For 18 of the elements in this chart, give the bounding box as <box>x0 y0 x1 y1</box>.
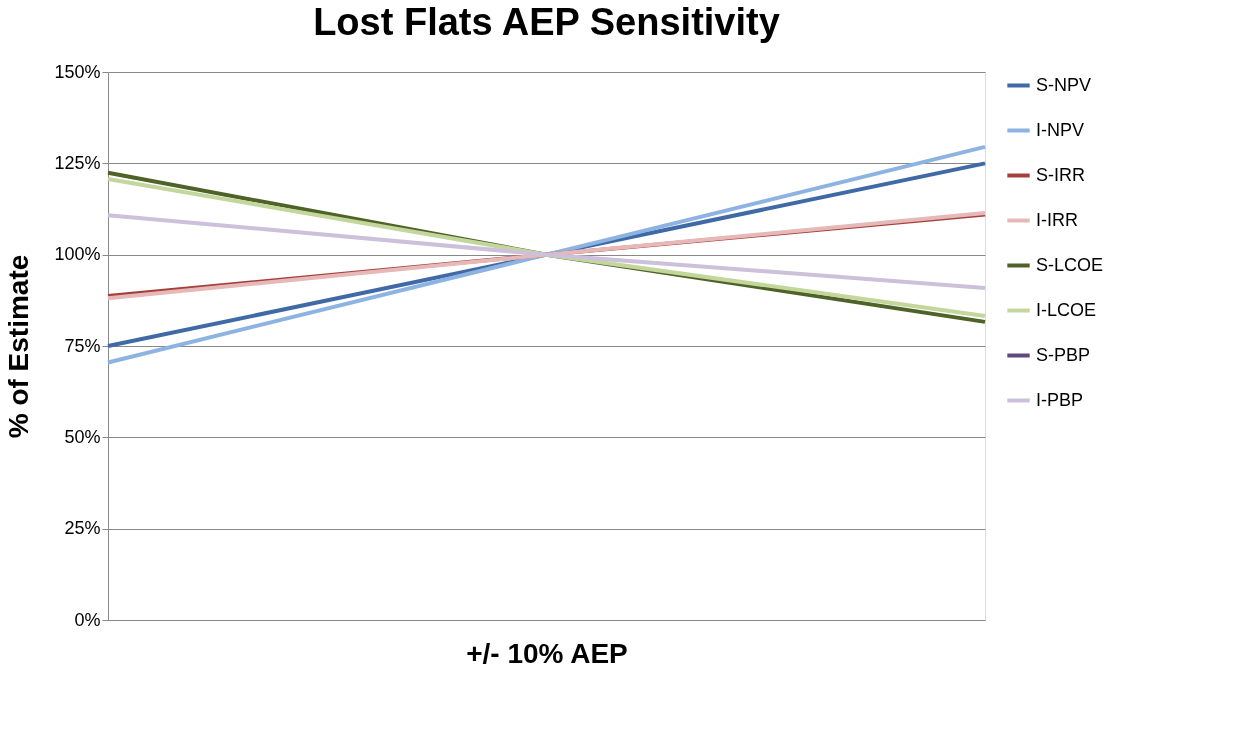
legend-label: S-IRR <box>1036 164 1085 185</box>
legend-label: I-PBP <box>1036 389 1084 410</box>
legend-label: S-NPV <box>1036 74 1092 95</box>
chart-title: Lost Flats AEP Sensitivity <box>313 1 780 43</box>
legend-label: S-PBP <box>1036 344 1091 365</box>
y-tick-label: 25% <box>64 518 101 539</box>
y-tick-label: 150% <box>54 61 101 82</box>
y-tick-label: 50% <box>64 426 101 447</box>
y-axis-title: % of Estimate <box>3 254 35 439</box>
legend-label: S-LCOE <box>1036 254 1104 275</box>
y-tick-label: 125% <box>54 152 101 173</box>
x-axis-title: +/- 10% AEP <box>466 637 628 669</box>
y-tick-label: 0% <box>74 609 101 630</box>
y-tick-label: 100% <box>54 244 101 265</box>
legend-label: I-LCOE <box>1036 299 1097 320</box>
legend-label: I-NPV <box>1036 119 1085 140</box>
legend-label: I-IRR <box>1036 209 1078 230</box>
y-tick-label: 75% <box>64 335 101 356</box>
